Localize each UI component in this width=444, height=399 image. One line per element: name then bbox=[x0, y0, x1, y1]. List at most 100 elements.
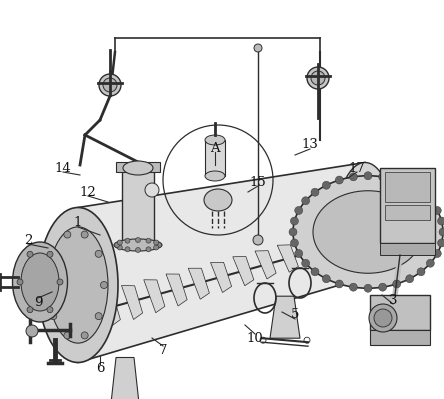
Polygon shape bbox=[166, 274, 187, 306]
Circle shape bbox=[406, 275, 414, 283]
Text: 17: 17 bbox=[349, 162, 365, 174]
Circle shape bbox=[117, 245, 122, 250]
Ellipse shape bbox=[313, 191, 423, 273]
Text: 1: 1 bbox=[74, 217, 82, 229]
Circle shape bbox=[146, 247, 151, 252]
Circle shape bbox=[426, 259, 434, 267]
Circle shape bbox=[100, 282, 107, 288]
Bar bbox=[122, 168, 154, 245]
Circle shape bbox=[57, 279, 63, 285]
Ellipse shape bbox=[103, 78, 117, 92]
Ellipse shape bbox=[205, 135, 225, 145]
Text: 9: 9 bbox=[34, 296, 42, 308]
Ellipse shape bbox=[337, 162, 392, 277]
Circle shape bbox=[117, 240, 122, 245]
Polygon shape bbox=[277, 245, 298, 272]
Ellipse shape bbox=[311, 71, 325, 85]
Ellipse shape bbox=[12, 242, 67, 322]
Ellipse shape bbox=[254, 44, 262, 52]
Circle shape bbox=[335, 280, 343, 288]
Polygon shape bbox=[188, 268, 210, 299]
Circle shape bbox=[156, 243, 162, 247]
Circle shape bbox=[95, 250, 102, 257]
Circle shape bbox=[322, 275, 330, 283]
Circle shape bbox=[47, 251, 53, 257]
Ellipse shape bbox=[38, 207, 118, 363]
Circle shape bbox=[437, 239, 444, 247]
Circle shape bbox=[301, 259, 309, 267]
Polygon shape bbox=[78, 162, 365, 363]
Text: 15: 15 bbox=[250, 176, 266, 188]
Circle shape bbox=[379, 173, 387, 181]
Text: 13: 13 bbox=[301, 138, 318, 152]
Circle shape bbox=[392, 280, 400, 288]
Circle shape bbox=[437, 217, 444, 225]
Text: 5: 5 bbox=[291, 308, 299, 322]
Circle shape bbox=[95, 313, 102, 320]
Bar bbox=[205, 140, 225, 176]
Ellipse shape bbox=[26, 325, 38, 337]
Ellipse shape bbox=[145, 183, 159, 197]
Text: 2: 2 bbox=[24, 233, 32, 247]
Bar bbox=[370, 330, 430, 345]
Circle shape bbox=[349, 173, 357, 181]
Circle shape bbox=[47, 307, 53, 313]
Text: 7: 7 bbox=[159, 344, 167, 356]
Polygon shape bbox=[322, 233, 343, 259]
Text: 3: 3 bbox=[389, 294, 397, 306]
Circle shape bbox=[433, 249, 441, 257]
Text: 10: 10 bbox=[246, 332, 263, 344]
Ellipse shape bbox=[204, 189, 232, 211]
Polygon shape bbox=[210, 263, 232, 292]
Circle shape bbox=[426, 197, 434, 205]
Text: 12: 12 bbox=[79, 186, 96, 198]
Circle shape bbox=[322, 181, 330, 189]
Ellipse shape bbox=[307, 67, 329, 89]
Ellipse shape bbox=[99, 74, 121, 96]
Circle shape bbox=[417, 188, 425, 196]
Circle shape bbox=[135, 247, 140, 253]
Bar bbox=[380, 168, 435, 243]
Ellipse shape bbox=[48, 227, 108, 343]
Circle shape bbox=[406, 181, 414, 189]
Circle shape bbox=[417, 268, 425, 276]
Circle shape bbox=[154, 240, 159, 245]
Ellipse shape bbox=[369, 304, 397, 332]
Circle shape bbox=[27, 251, 33, 257]
Circle shape bbox=[27, 307, 33, 313]
Circle shape bbox=[433, 206, 441, 215]
Ellipse shape bbox=[123, 161, 153, 175]
Text: 14: 14 bbox=[55, 162, 71, 174]
Circle shape bbox=[146, 238, 151, 243]
Circle shape bbox=[364, 172, 372, 180]
Ellipse shape bbox=[374, 309, 392, 327]
Ellipse shape bbox=[114, 239, 162, 251]
Circle shape bbox=[439, 228, 444, 236]
Circle shape bbox=[364, 284, 372, 292]
Circle shape bbox=[290, 239, 298, 247]
Ellipse shape bbox=[293, 176, 443, 288]
Circle shape bbox=[44, 282, 52, 288]
Circle shape bbox=[64, 332, 71, 339]
Polygon shape bbox=[270, 296, 300, 338]
Circle shape bbox=[64, 231, 71, 238]
Circle shape bbox=[311, 268, 319, 276]
Polygon shape bbox=[144, 280, 165, 313]
Circle shape bbox=[81, 332, 88, 339]
Ellipse shape bbox=[253, 235, 263, 245]
Circle shape bbox=[125, 247, 130, 252]
Bar bbox=[380, 243, 435, 255]
Ellipse shape bbox=[205, 171, 225, 181]
Polygon shape bbox=[233, 257, 254, 286]
Circle shape bbox=[50, 313, 57, 320]
Text: A: A bbox=[210, 142, 220, 154]
Circle shape bbox=[50, 250, 57, 257]
Bar bbox=[116, 162, 160, 172]
Circle shape bbox=[349, 283, 357, 291]
Bar bbox=[370, 295, 430, 330]
Polygon shape bbox=[110, 358, 140, 399]
Bar bbox=[385, 172, 430, 202]
Circle shape bbox=[379, 283, 387, 291]
Circle shape bbox=[154, 245, 159, 250]
Polygon shape bbox=[99, 291, 120, 326]
